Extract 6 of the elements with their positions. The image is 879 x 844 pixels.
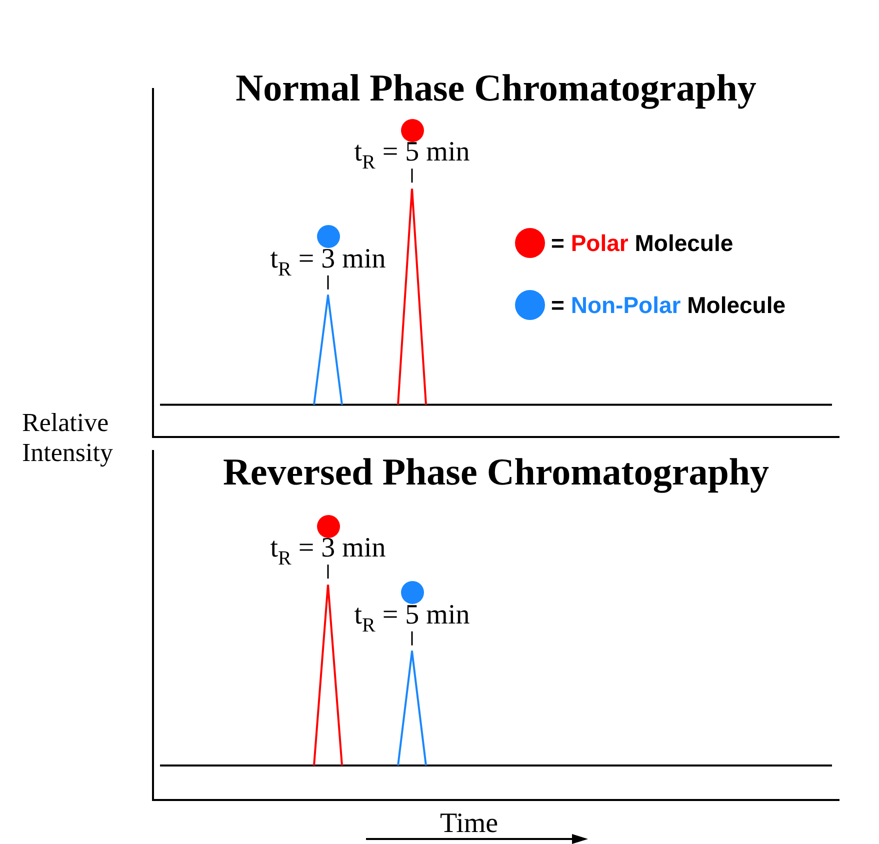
- legend-label: = Polar Molecule: [551, 230, 734, 256]
- chart-title: Normal Phase Chromatography: [236, 68, 756, 110]
- y-axis-title: Relative Intensity: [22, 408, 113, 467]
- chart-title: Reversed Phase Chromatography: [222, 452, 770, 494]
- x-axis-title: Time: [440, 808, 498, 839]
- legend-label: = Non-Polar Molecule: [551, 292, 786, 318]
